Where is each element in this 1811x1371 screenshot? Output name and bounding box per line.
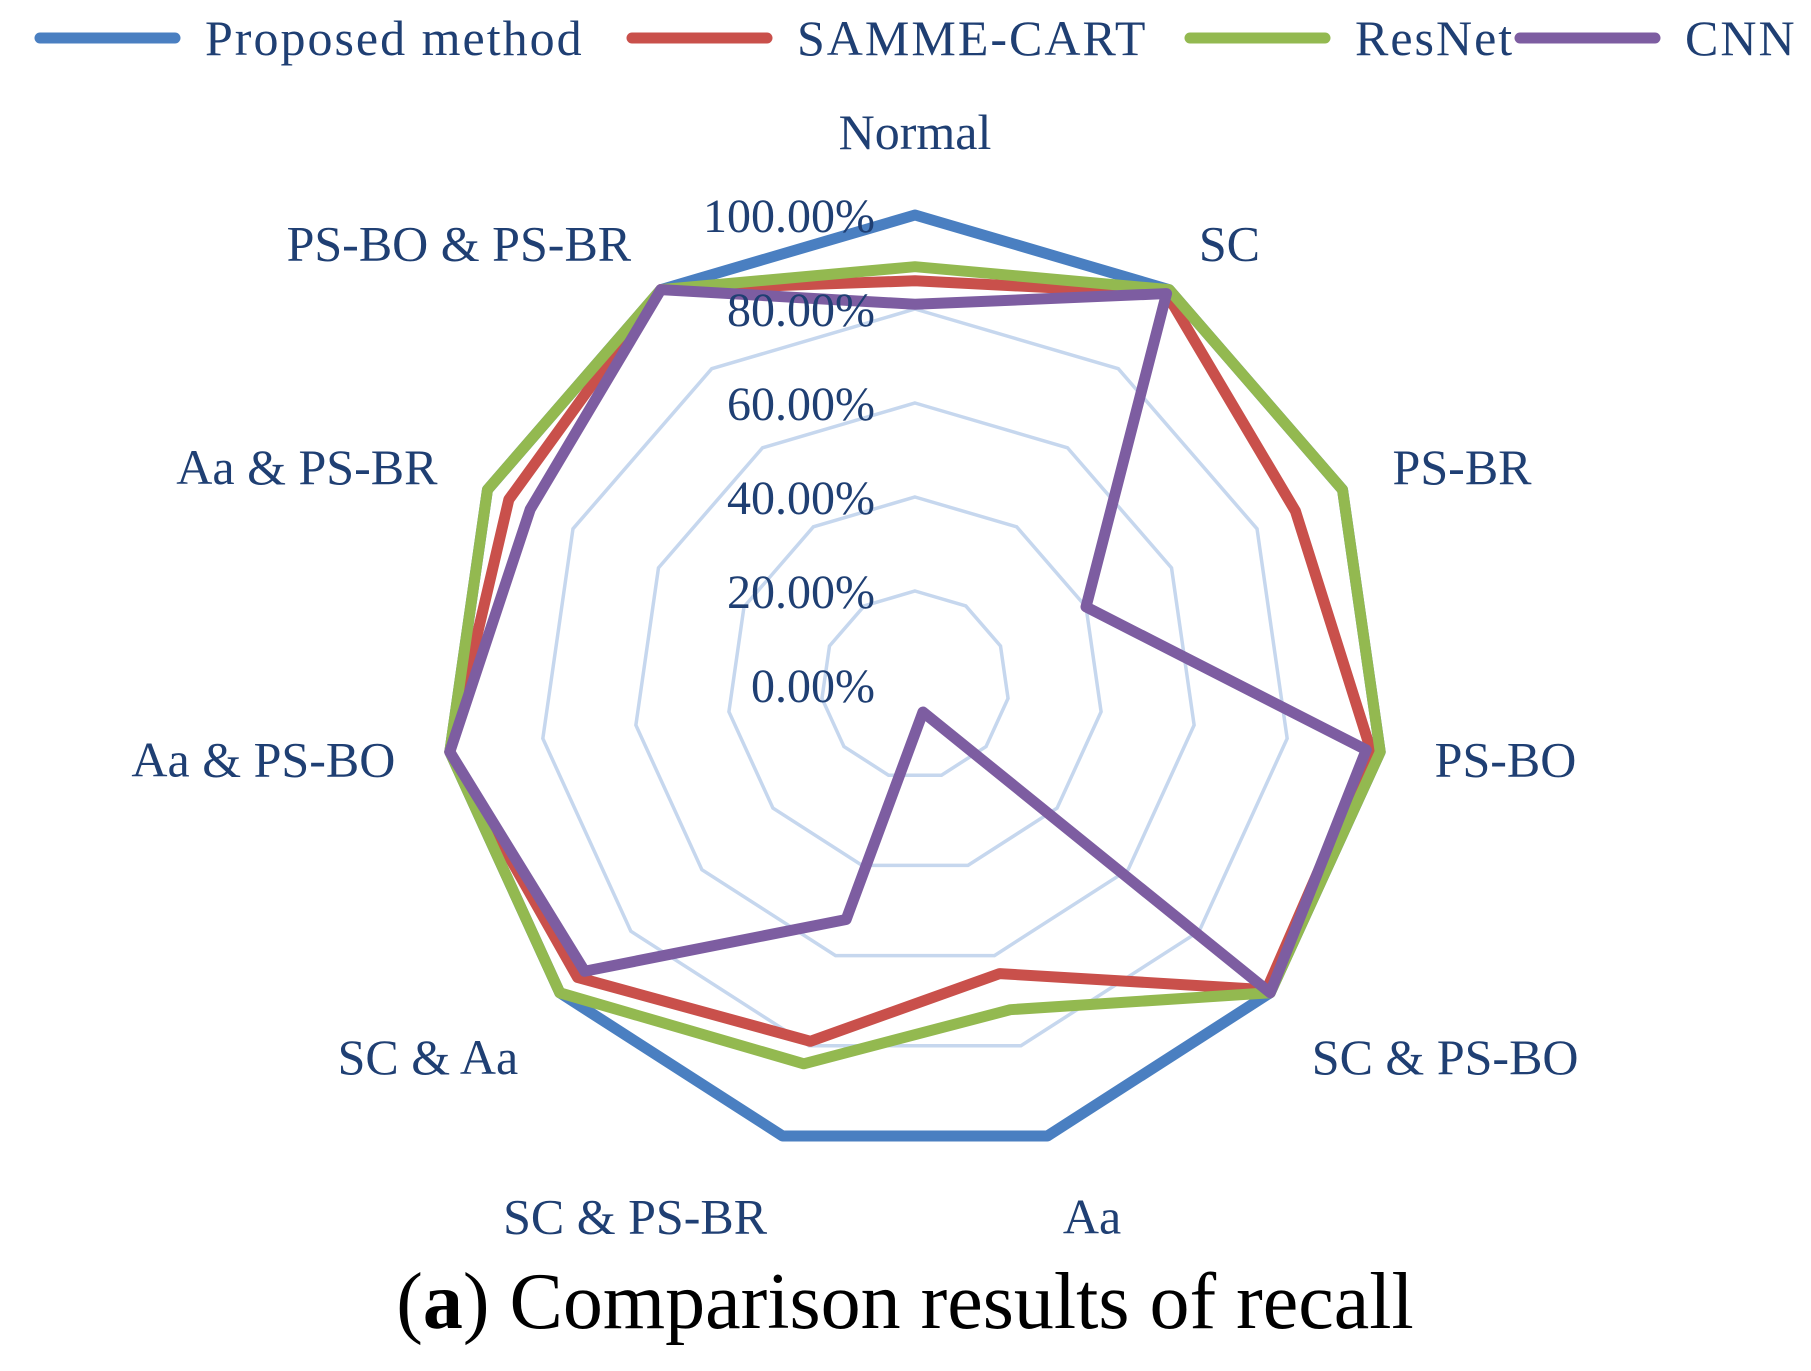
category-label: PS-BO [1435,732,1577,788]
category-label: SC & PS-BR [503,1189,768,1245]
grid-ring-40 [727,495,1103,868]
category-label: SC & PS-BO [1312,1029,1579,1085]
category-label: Normal [839,104,992,160]
tick-label: 60.00% [727,378,875,431]
category-label: Aa & PS-BR [176,439,438,495]
caption-close-paren: ) [463,1258,490,1346]
series-line-samme-cart [444,275,1377,1047]
category-label: PS-BR [1393,439,1533,495]
legend-label: SAMME-CART [797,10,1147,66]
legend-label: ResNet [1355,10,1514,66]
tick-label: 100.00% [703,190,875,243]
legend-item: Proposed method [34,10,584,66]
tick-label: 80.00% [727,284,875,337]
category-label: PS-BO & PS-BR [287,215,632,271]
caption-letter: a [423,1258,463,1346]
grid-ring-60 [634,401,1196,958]
legend-item: ResNet [1184,10,1514,66]
category-label: SC [1199,215,1260,271]
legend-item: SAMME-CART [626,10,1147,66]
category-label: Aa [1063,1189,1121,1245]
caption-text: Comparison results of recall [490,1258,1414,1346]
radar-tick-labels: 0.00% 20.00% 40.00% 60.00% 80.00% 100.00% [703,190,875,713]
legend: Proposed method SAMME-CART ResNet CNN [34,10,1797,66]
tick-label: 20.00% [727,566,875,619]
legend-label: Proposed method [205,10,584,66]
category-label: SC & Aa [338,1029,519,1085]
series-line-resnet [444,261,1386,1070]
radar-category-labels: Normal SC PS-BR PS-BO SC & PS-BO Aa SC & PS-BR… [131,104,1578,1245]
series-line-cnn [444,284,1372,999]
legend-item: CNN [1514,10,1797,66]
tick-label: 0.00% [751,660,875,713]
category-label: Aa & PS-BO [131,732,395,788]
legend-label: CNN [1685,10,1797,66]
grid-ring-20 [820,589,1010,777]
figure-caption: (a) Comparison results of recall [396,1258,1414,1346]
tick-label: 40.00% [727,472,875,525]
caption-open-paren: ( [396,1258,423,1346]
radar-series [444,209,1386,1142]
grid-ring-80 [541,307,1289,1048]
